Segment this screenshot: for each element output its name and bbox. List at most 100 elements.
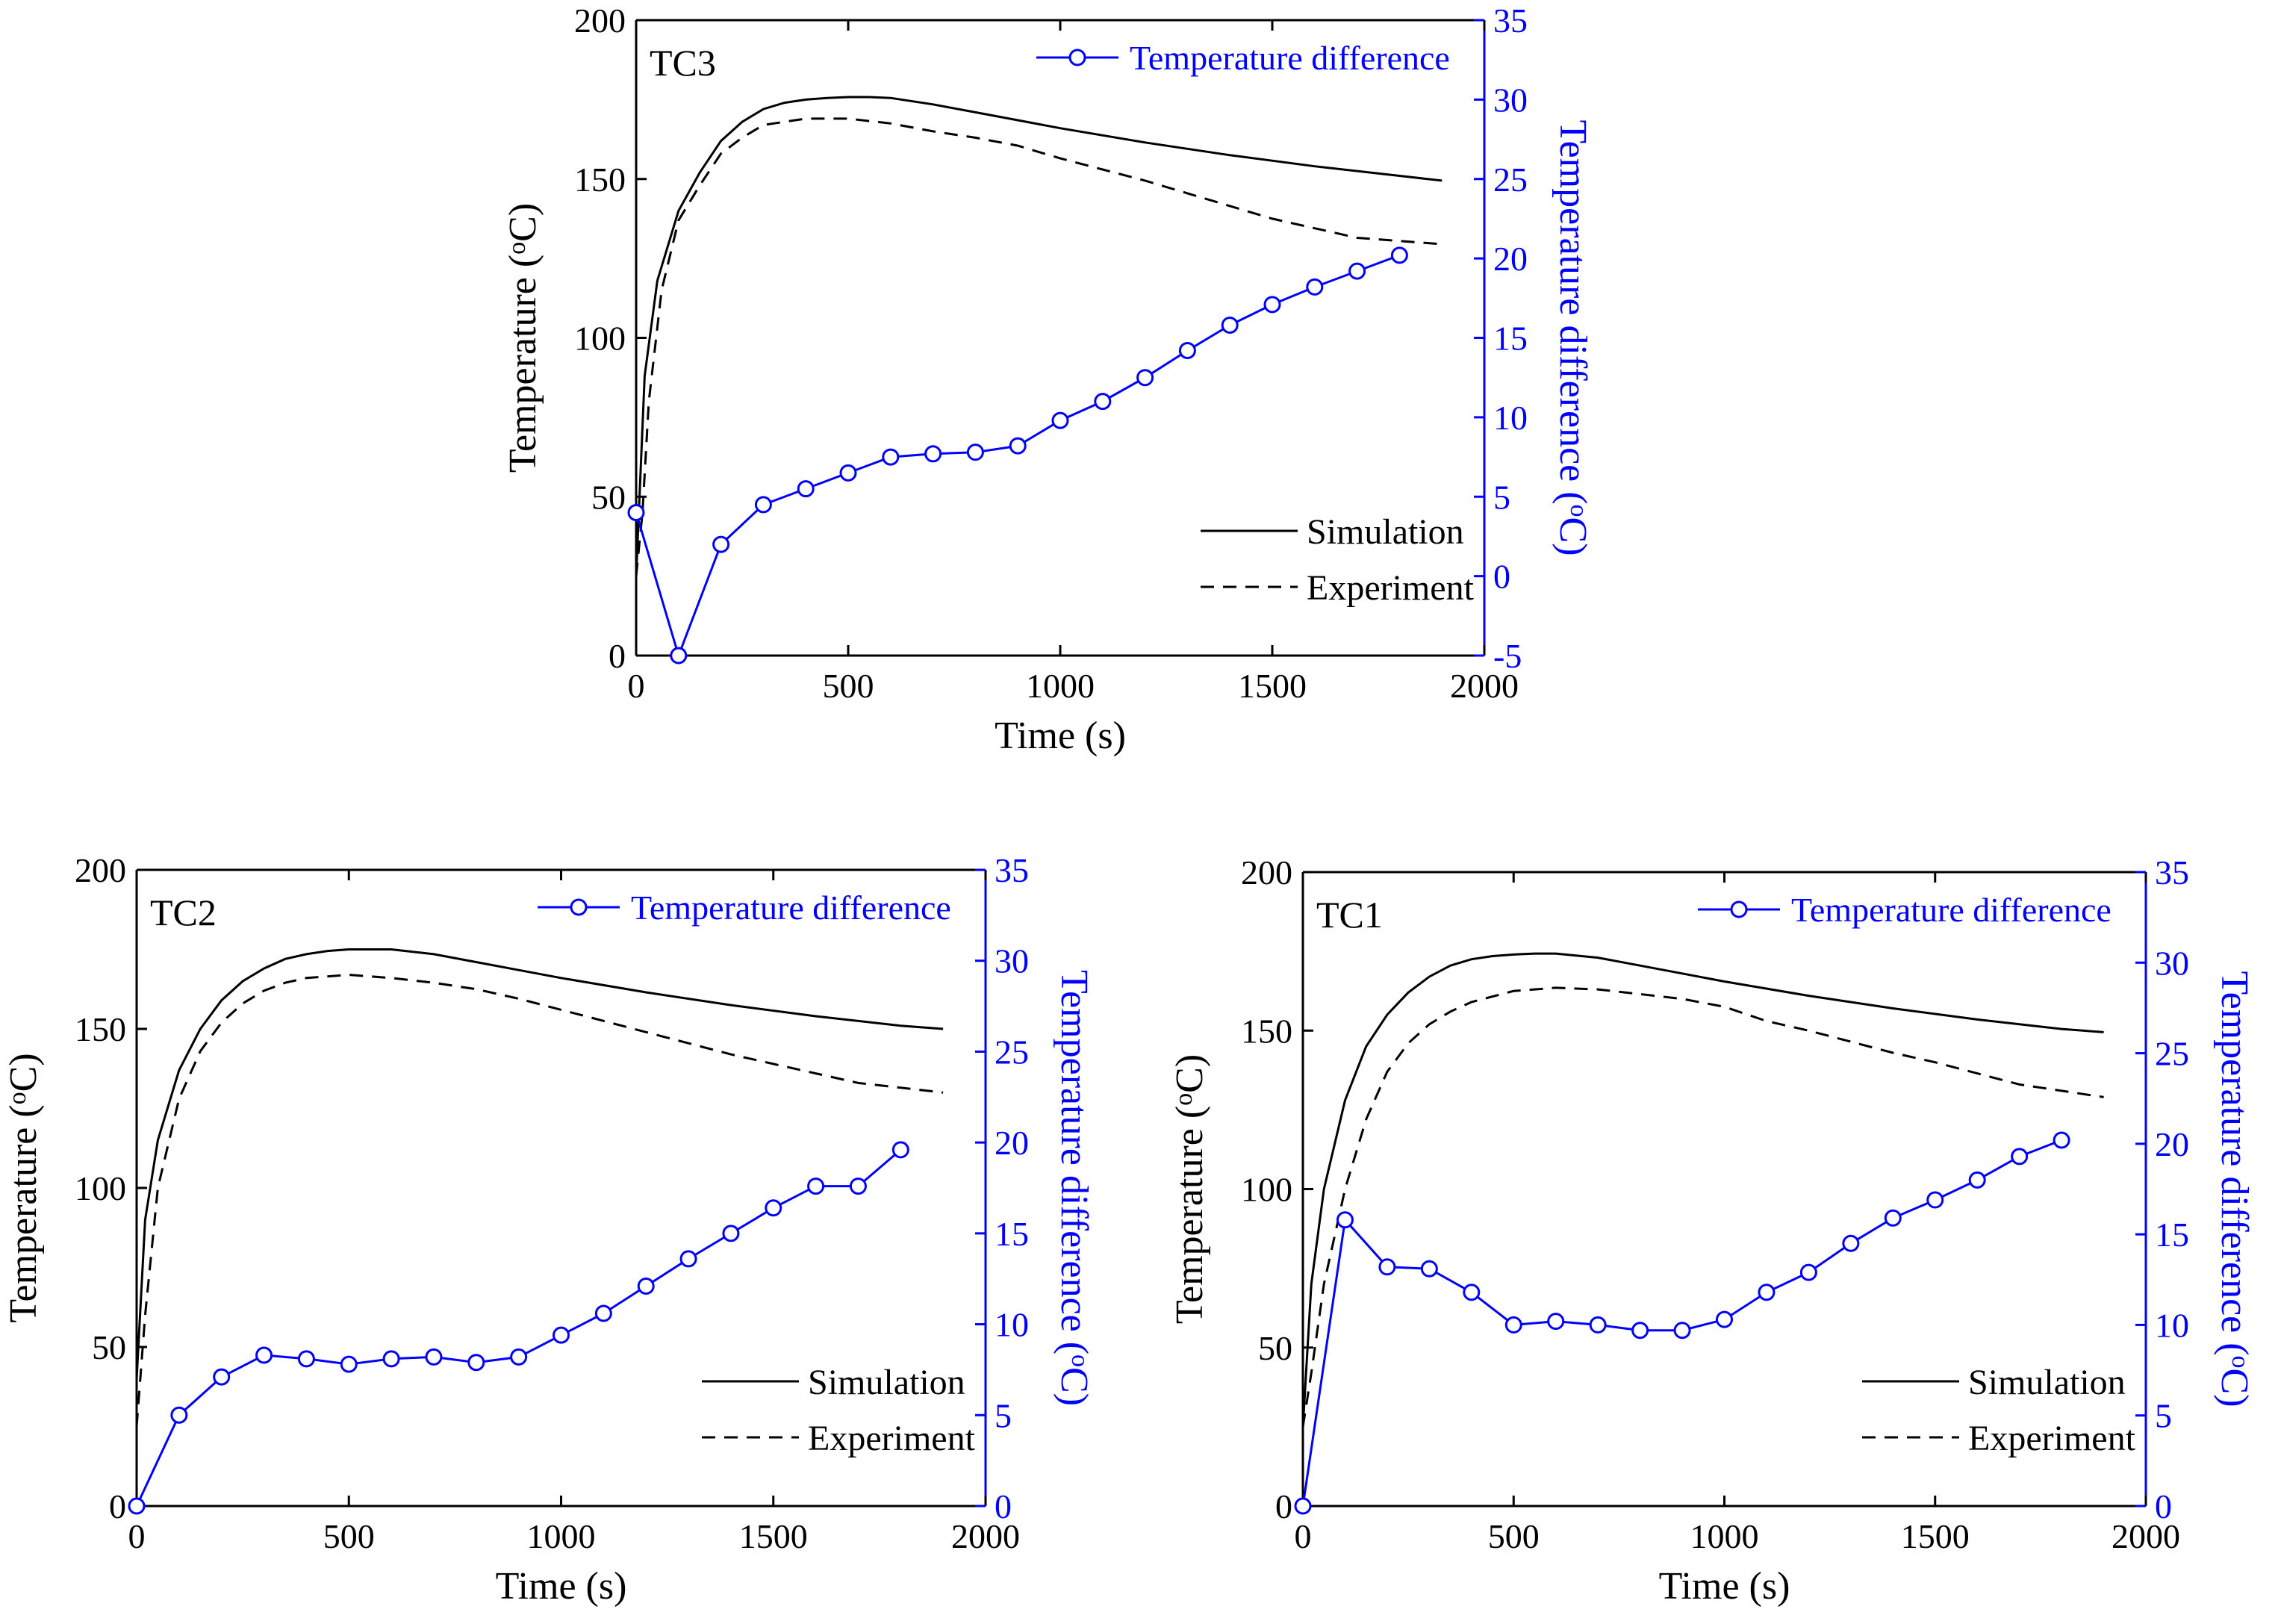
temperature-difference-point — [1294, 1497, 1312, 1515]
y2-tick-label: 15 — [2155, 1216, 2189, 1254]
y-tick-label: 100 — [574, 320, 626, 358]
temperature-difference-point — [1589, 1316, 1607, 1334]
y-axis-label: Temperature (oC) — [502, 203, 544, 473]
y2-axis-label: Temperature difference (oC) — [1053, 970, 1095, 1406]
y2-tick-label: -5 — [1493, 637, 1522, 675]
x-axis-label: Time (s) — [1659, 1565, 1790, 1608]
y2-tick-label: 25 — [2155, 1035, 2189, 1073]
y2-tick-label: 25 — [995, 1033, 1029, 1071]
y2-tick-label: 0 — [2155, 1487, 2172, 1525]
y2-tick-label: 35 — [995, 851, 1029, 889]
x-tick-label: 500 — [823, 667, 874, 705]
legend-label-temperature-difference: Temperature difference — [1130, 39, 1450, 77]
temperature-difference-point — [1504, 1316, 1522, 1334]
y-tick-label: 0 — [1275, 1487, 1292, 1525]
temperature-difference-point — [170, 1406, 188, 1424]
x-tick-label: 1000 — [1026, 667, 1095, 705]
x-tick-label: 1500 — [1901, 1517, 1970, 1555]
panel-title: TC3 — [650, 42, 716, 84]
y2-tick-label: 20 — [995, 1124, 1029, 1162]
temperature-difference-point — [382, 1350, 400, 1368]
chart-panel-tc2: 0 500 1000 1500 2000050100150200051015202530… — [2, 851, 1095, 1608]
series-simulation-line — [1301, 952, 2104, 1427]
legend-marker-temperature-difference — [570, 898, 588, 916]
panel-title: TC1 — [1316, 894, 1383, 936]
y-tick-label: 0 — [109, 1487, 126, 1525]
temperature-difference-point — [2011, 1148, 2029, 1166]
legend-marker-temperature-difference — [1730, 900, 1748, 918]
panel-title: TC2 — [150, 892, 217, 933]
temperature-difference-point — [1051, 411, 1069, 429]
legend-label-experiment: Experiment — [808, 1419, 976, 1458]
y2-tick-label: 0 — [995, 1487, 1012, 1525]
temperature-difference-point — [924, 445, 942, 463]
y2-tick-label: 10 — [1493, 399, 1528, 437]
y-tick-label: 150 — [1241, 1012, 1292, 1050]
temperature-difference-point — [2053, 1131, 2070, 1149]
temperature-difference-point — [1390, 246, 1408, 264]
temperature-difference-point — [1306, 278, 1324, 296]
y-tick-label: 50 — [591, 478, 626, 516]
series-temperature-difference-line — [635, 254, 1400, 659]
temperature-difference-point — [1378, 1258, 1396, 1276]
series-simulation-line — [135, 948, 944, 1379]
legend-label-simulation: Simulation — [1968, 1363, 2126, 1402]
y2-axis-label: Temperature difference (oC) — [2213, 971, 2256, 1407]
temperature-difference-point — [1799, 1263, 1817, 1281]
y2-tick-label: 30 — [1493, 81, 1528, 119]
temperature-difference-point — [1009, 437, 1027, 455]
temperature-difference-point — [1716, 1310, 1733, 1328]
x-axis-label: Time (s) — [496, 1565, 627, 1608]
chart-panel-tc3: 0 500 1000 1500 2000 0 50 100 150 200 -5 0 5 10 15 20 25… — [502, 1, 1594, 757]
legend-label-temperature-difference: Temperature difference — [1791, 891, 2111, 929]
temperature-difference-point — [839, 464, 857, 482]
legend-marker-temperature-difference — [1068, 49, 1086, 66]
series-experiment-line — [135, 974, 944, 1427]
temperature-difference-point — [1758, 1284, 1776, 1301]
x-tick-label: 500 — [1488, 1517, 1540, 1555]
temperature-difference-point — [807, 1177, 825, 1195]
y2-tick-label: 20 — [2155, 1125, 2189, 1163]
temperature-difference-point — [882, 448, 900, 466]
temperature-difference-point — [1884, 1209, 1902, 1227]
x-axis-label: Time (s) — [995, 715, 1126, 757]
temperature-difference-point — [797, 480, 815, 498]
y2-tick-label: 5 — [2155, 1397, 2172, 1435]
y2-tick-label: 35 — [1493, 1, 1528, 40]
temperature-difference-point — [1463, 1284, 1481, 1301]
y-tick-label: 150 — [574, 161, 626, 199]
temperature-difference-point — [722, 1225, 740, 1242]
y2-tick-label: 0 — [1493, 558, 1510, 596]
y2-tick-label: 10 — [995, 1306, 1029, 1344]
temperature-difference-point — [1842, 1234, 1860, 1252]
y2-tick-label: 25 — [1493, 161, 1528, 199]
y2-tick-label: 10 — [2155, 1306, 2189, 1344]
x-tick-label: 1000 — [527, 1517, 596, 1555]
temperature-difference-point — [553, 1326, 570, 1344]
x-tick-label: 1500 — [739, 1517, 808, 1555]
temperature-difference-point — [1136, 369, 1154, 387]
y2-tick-label: 20 — [1493, 240, 1528, 278]
x-tick-label: 1500 — [1238, 667, 1307, 705]
temperature-difference-point — [1631, 1322, 1649, 1340]
temperature-difference-point — [966, 444, 984, 461]
temperature-difference-point — [1178, 342, 1196, 360]
y2-tick-label: 15 — [995, 1215, 1029, 1253]
temperature-difference-point — [679, 1250, 697, 1268]
y-tick-label: 200 — [75, 851, 126, 889]
x-tick-label: 0 — [628, 667, 645, 705]
y-tick-label: 200 — [1241, 853, 1292, 892]
legend-label-temperature-difference: Temperature difference — [631, 889, 951, 927]
temperature-difference-point — [712, 535, 730, 553]
temperature-difference-point — [1420, 1260, 1438, 1278]
y-tick-label: 50 — [1258, 1329, 1292, 1367]
temperature-difference-point — [765, 1199, 782, 1217]
temperature-difference-point — [670, 647, 688, 665]
series-simulation-line — [635, 96, 1443, 576]
y-tick-label: 0 — [609, 637, 626, 675]
y2-tick-label: 15 — [1493, 320, 1528, 358]
y-axis-label: Temperature (oC) — [1168, 1054, 1211, 1324]
temperature-difference-point — [255, 1346, 273, 1364]
temperature-difference-point — [467, 1354, 485, 1372]
